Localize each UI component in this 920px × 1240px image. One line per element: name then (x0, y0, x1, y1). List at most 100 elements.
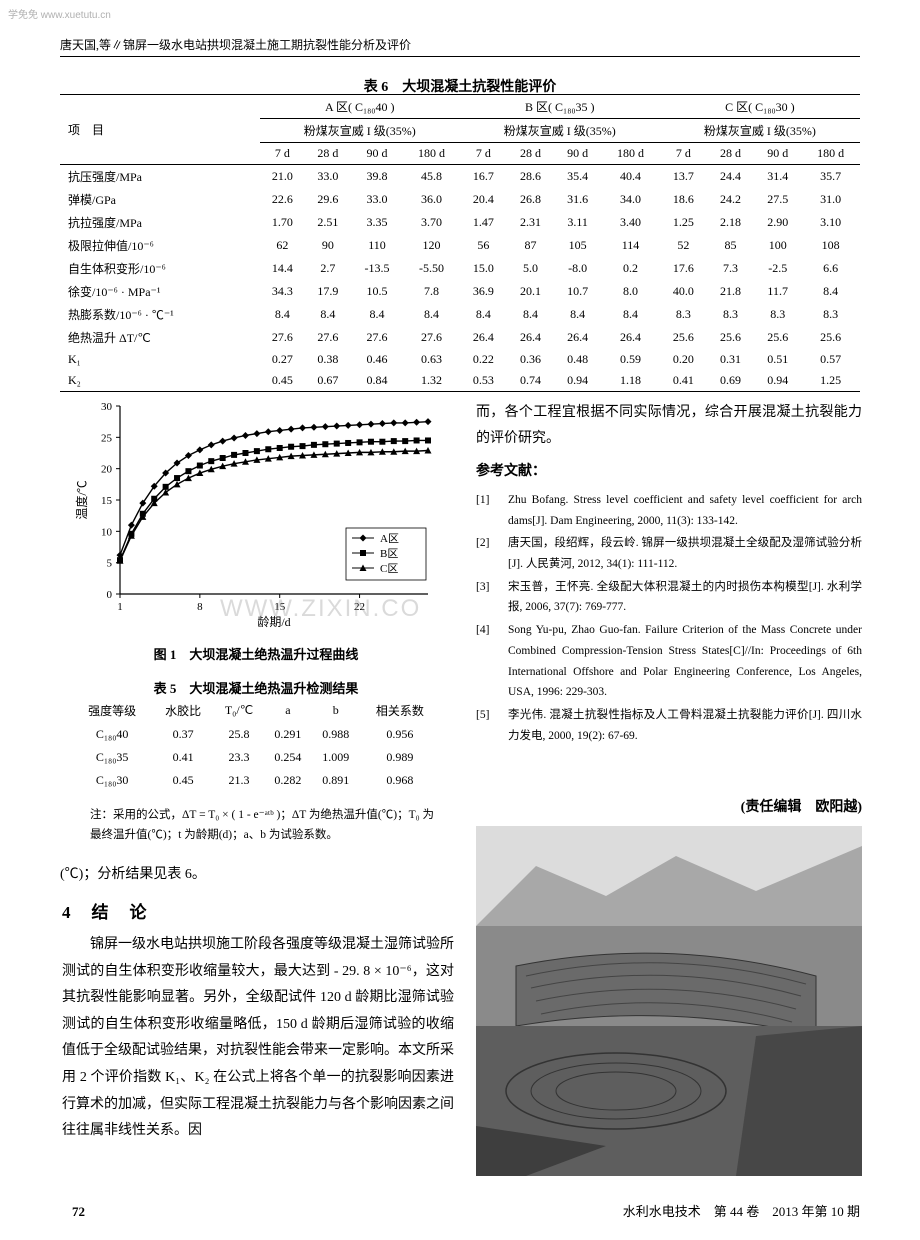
t6-age-cell: 90 d (351, 143, 404, 165)
t6-cell: 10.7 (554, 280, 601, 303)
t6-cell: 1.18 (601, 370, 660, 392)
t5-header: b (312, 698, 360, 723)
svg-text:25: 25 (101, 432, 113, 444)
t6-cell: 26.8 (507, 188, 554, 211)
t6-cell: 15.0 (460, 257, 507, 280)
t6-cell: 90 (305, 234, 350, 257)
t6-row-label: 徐变/10⁻⁶ · MPa⁻¹ (60, 280, 260, 303)
t6-age-cell: 180 d (601, 143, 660, 165)
section-4-body: 锦屏一级水电站拱坝施工阶段各强度等级混凝土湿筛试验所测试的自生体积变形收缩量较大… (62, 932, 454, 1145)
t6-cell: 87 (507, 234, 554, 257)
t6-cell: -13.5 (351, 257, 404, 280)
t6-col-label: 项 目 (60, 95, 260, 165)
t6-cell: 25.6 (660, 326, 707, 349)
t6-cell: 0.84 (351, 370, 404, 392)
t6-cell: 39.8 (351, 165, 404, 189)
svg-text:C区: C区 (380, 563, 398, 575)
t5-header: 水胶比 (152, 698, 214, 723)
t6-cell: 34.0 (601, 188, 660, 211)
references-list: [1]Zhu Bofang. Stress level coefficient … (476, 490, 862, 748)
t6-cell: 1.70 (260, 211, 305, 234)
t6-cell: 33.0 (351, 188, 404, 211)
t6-cell: 108 (801, 234, 860, 257)
t6-row-label: 抗拉强度/MPa (60, 211, 260, 234)
t6-sub-c: 粉煤灰宣威 I 级(35%) (660, 119, 860, 143)
t5-cell: 0.988 (312, 723, 360, 746)
t6-cell: 1.25 (801, 370, 860, 392)
t6-cell: 52 (660, 234, 707, 257)
t5-cell: 0.282 (264, 769, 312, 792)
t6-cell: 1.47 (460, 211, 507, 234)
watermark-top: 学免免 www.xuetutu.cn (8, 6, 111, 21)
t6-cell: 0.63 (403, 349, 459, 370)
t5-cell: 23.3 (214, 746, 264, 769)
t6-cell: 0.53 (460, 370, 507, 392)
t6-cell: -8.0 (554, 257, 601, 280)
t6-cell: 114 (601, 234, 660, 257)
t5-cell: 0.891 (312, 769, 360, 792)
t6-cell: 40.4 (601, 165, 660, 189)
t6-cell: 7.3 (707, 257, 754, 280)
t6-cell: 8.4 (460, 303, 507, 326)
t6-cell: 16.7 (460, 165, 507, 189)
t6-cell: 22.6 (260, 188, 305, 211)
t6-age-cell: 180 d (403, 143, 459, 165)
t6-row-label: K₂ (60, 370, 260, 392)
t6-cell: 0.20 (660, 349, 707, 370)
t6-cell: 40.0 (660, 280, 707, 303)
t6-cell: 7.8 (403, 280, 459, 303)
t6-age-cell: 28 d (707, 143, 754, 165)
svg-text:B区: B区 (380, 548, 398, 560)
t6-cell: 85 (707, 234, 754, 257)
t6-cell: 35.4 (554, 165, 601, 189)
t6-sub-b: 粉煤灰宣威 I 级(35%) (460, 119, 660, 143)
t6-cell: 0.59 (601, 349, 660, 370)
t6-cell: 8.3 (801, 303, 860, 326)
t5-cell: 0.254 (264, 746, 312, 769)
svg-text:5: 5 (107, 558, 113, 570)
t6-zone-c: C 区( C₁₈₀30 ) (660, 95, 860, 119)
t6-cell: 0.38 (305, 349, 350, 370)
t6-cell: 18.6 (660, 188, 707, 211)
t5-cell: 0.989 (360, 746, 440, 769)
references-heading: 参考文献： (476, 460, 546, 480)
t6-cell: 2.7 (305, 257, 350, 280)
t6-cell: 45.8 (403, 165, 459, 189)
svg-text:10: 10 (101, 526, 113, 538)
watermark-center: WWW.ZIXIN.CO (220, 595, 421, 623)
t6-cell: 33.0 (305, 165, 350, 189)
t6-cell: 6.6 (801, 257, 860, 280)
t6-cell: 31.6 (554, 188, 601, 211)
t6-cell: 0.31 (707, 349, 754, 370)
t6-cell: 20.4 (460, 188, 507, 211)
svg-text:30: 30 (101, 401, 113, 413)
t6-sub-a: 粉煤灰宣威 I 级(35%) (260, 119, 460, 143)
t6-cell: 25.6 (754, 326, 801, 349)
t6-age-cell: 7 d (660, 143, 707, 165)
t6-cell: 26.4 (601, 326, 660, 349)
t6-cell: -2.5 (754, 257, 801, 280)
t6-cell: 27.6 (403, 326, 459, 349)
svg-text:20: 20 (101, 464, 113, 476)
svg-text:温度/℃: 温度/℃ (74, 480, 89, 519)
body-text-continuation: (℃)；分析结果见表 6。 (60, 862, 450, 889)
t6-cell: 8.3 (707, 303, 754, 326)
t5-cell: C₁₈₀30 (72, 769, 152, 792)
t6-cell: 31.4 (754, 165, 801, 189)
svg-text:8: 8 (197, 601, 203, 613)
t6-cell: 31.0 (801, 188, 860, 211)
t6-cell: 25.6 (707, 326, 754, 349)
t6-cell: 27.5 (754, 188, 801, 211)
t6-cell: 11.7 (754, 280, 801, 303)
t6-cell: 27.6 (305, 326, 350, 349)
reference-item: [5]李光伟. 混凝土抗裂性指标及人工骨料混凝土抗裂能力评价[J]. 四川水力发… (476, 705, 862, 746)
table5: 强度等级水胶比T₀/℃ab相关系数 C₁₈₀400.3725.80.2910.9… (72, 698, 440, 792)
t6-cell: 5.0 (507, 257, 554, 280)
t6-cell: 0.2 (601, 257, 660, 280)
editor-note: (责任编辑 欧阳越) (476, 796, 862, 816)
t6-row-label: 弹模/GPa (60, 188, 260, 211)
t6-cell: 1.32 (403, 370, 459, 392)
t6-cell: 3.40 (601, 211, 660, 234)
t6-cell: 0.36 (507, 349, 554, 370)
t6-cell: 100 (754, 234, 801, 257)
